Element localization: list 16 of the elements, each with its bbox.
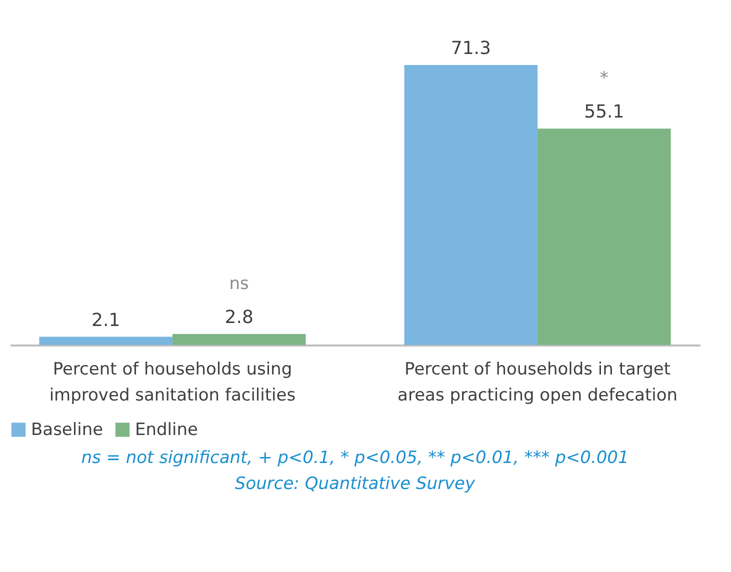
data-label: 55.1 bbox=[584, 102, 624, 123]
data-label: 71.3 bbox=[450, 38, 491, 59]
source-note: Source: Quantitative Survey bbox=[234, 474, 476, 494]
x-tick-label: Percent of households in target areas practicing open defecation bbox=[398, 360, 678, 406]
legend-label: Endline bbox=[135, 420, 198, 440]
annotation: * bbox=[600, 68, 608, 89]
legend-label: Baseline bbox=[31, 420, 104, 440]
text: ns = not significant, + p<0.1, * p<0.05, ** p<0.01, *** p<0.001 bbox=[81, 448, 629, 468]
x-tick-label: Percent of households using improved sanitation facilities bbox=[49, 360, 296, 406]
bar bbox=[39, 336, 172, 345]
bar bbox=[538, 128, 671, 345]
annotation: ns bbox=[229, 274, 250, 294]
data-label: 2.8 bbox=[224, 307, 254, 328]
data-label: 2.1 bbox=[92, 310, 120, 331]
bar bbox=[172, 334, 306, 345]
bar bbox=[404, 65, 538, 345]
